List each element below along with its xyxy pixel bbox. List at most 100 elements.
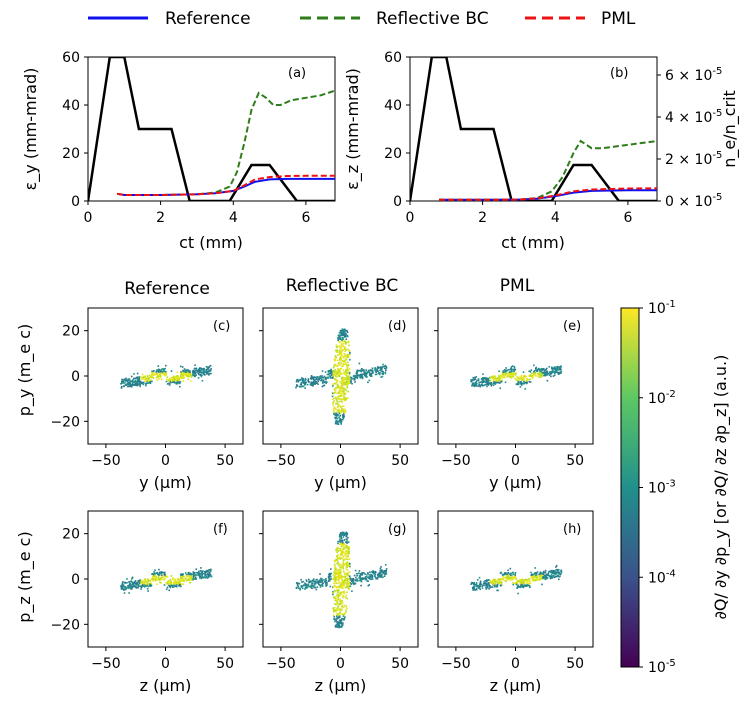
panel-a-yticks: 0 20 40 60 (62, 50, 88, 210)
panel-g-xlabel: z (μm) (315, 676, 367, 695)
panel-g-xtick: 0 (336, 656, 345, 672)
svg-text:10-3: 10-3 (648, 479, 676, 497)
svg-text:6: 6 (301, 210, 310, 226)
panel-h-tag: (h) (563, 522, 581, 537)
column-title-reference: Reference (124, 279, 210, 299)
panel-c-ytick: 0 (71, 369, 80, 385)
svg-text:10-5: 10-5 (648, 658, 676, 676)
panel-d-xtick: 0 (336, 453, 345, 469)
panel-b-pml-line (439, 187, 657, 201)
svg-text:60: 60 (62, 50, 80, 66)
colorbar-ticks: 10-1 10-2 10-3 10-4 10-5 (639, 299, 676, 676)
svg-text:2 × 10-5: 2 × 10-5 (665, 150, 722, 168)
svg-text:60: 60 (384, 50, 402, 66)
panel-f-tag: (f) (213, 522, 228, 537)
panel-e-tag: (e) (563, 319, 581, 334)
panel-c-distribution (120, 364, 212, 389)
svg-text:0 × 10-5: 0 × 10-5 (665, 192, 722, 210)
svg-text:0: 0 (393, 194, 402, 210)
colorbar-label: ∂Q/ ∂y ∂p_y [or ∂Q/ ∂z ∂p_z] (a.u.) (711, 355, 731, 620)
panel-f-xtick: −50 (91, 656, 121, 672)
column-title-reflective: Reflective BC (286, 276, 399, 296)
panel-f-xtick: 50 (216, 656, 234, 672)
panel-e: (e) −50 0 50 y (μm) (434, 307, 594, 492)
svg-text:40: 40 (62, 98, 80, 114)
svg-text:4: 4 (551, 210, 560, 226)
panel-a-tag: (a) (288, 66, 306, 81)
panel-f-ytick: 20 (62, 527, 80, 543)
panel-f-ytick: −20 (50, 617, 80, 633)
svg-text:20: 20 (62, 146, 80, 162)
panel-g-xtick: 50 (391, 656, 409, 672)
panel-e-xtick: −50 (441, 453, 471, 469)
legend-label-reflective: Reflective BC (376, 9, 489, 29)
panel-b-tag: (b) (610, 66, 628, 81)
panel-b-y2ticks: 0 × 10-5 2 × 10-5 4 × 10-5 6 × 10-5 (657, 66, 722, 210)
panel-b-reference-line (439, 189, 657, 201)
colorbar-gradient (620, 307, 640, 668)
svg-text:2: 2 (478, 210, 487, 226)
legend: Reference Reflective BC PML (88, 9, 636, 29)
svg-text:0: 0 (71, 194, 80, 210)
svg-text:6 × 10-5: 6 × 10-5 (665, 66, 722, 84)
panel-f-ytick: 0 (71, 572, 80, 588)
row-2-ylabel: p_z (m_e c) (15, 531, 35, 622)
row-1-ylabel: p_y (m_e c) (15, 324, 35, 417)
panel-e-frame (437, 307, 594, 445)
svg-text:10-4: 10-4 (648, 568, 676, 586)
panel-a-pml-line (116, 174, 335, 196)
panel-d-xtick: 50 (391, 453, 409, 469)
panel-d: (d) −50 0 50 y (μm) (259, 307, 419, 492)
panel-d-xlabel: y (μm) (314, 473, 367, 492)
panel-g-tag: (g) (388, 522, 406, 537)
panel-f: (f) −50 0 50 −20 0 20 z (μm) (50, 510, 244, 695)
panel-b: (b) 0 2 4 6 0 20 40 60 0 × 10-5 2 × 10-5… (343, 50, 740, 252)
panel-b-xlabel: ct (mm) (501, 233, 565, 252)
panel-d-xtick: −50 (266, 453, 296, 469)
panel-c-xtick: 50 (216, 453, 234, 469)
panel-c: (c) −50 0 50 −20 0 20 y (μm) (50, 307, 244, 492)
svg-text:0: 0 (84, 210, 93, 226)
svg-text:40: 40 (384, 98, 402, 114)
panel-g: (g) −50 0 50 z (μm) (259, 510, 419, 695)
svg-text:4 × 10-5: 4 × 10-5 (665, 108, 722, 126)
panel-h-xlabel: z (μm) (490, 676, 542, 695)
panel-f-distribution (120, 567, 213, 594)
svg-text:20: 20 (384, 146, 402, 162)
panel-a-ylabel: ε_y (mm-mrad) (21, 68, 41, 191)
panel-g-xtick: −50 (266, 656, 296, 672)
svg-text:0: 0 (406, 210, 415, 226)
panel-e-distribution (470, 364, 563, 390)
panel-h-distribution (470, 564, 563, 595)
panel-h-xtick: −50 (441, 656, 471, 672)
panel-b-density-line (410, 57, 657, 201)
panel-g-distribution (295, 531, 388, 629)
panel-b-yticks: 0 20 40 60 (384, 50, 410, 210)
panel-a-xlabel: ct (mm) (179, 233, 243, 252)
panel-h-xtick: 0 (511, 656, 520, 672)
svg-text:10-1: 10-1 (648, 299, 676, 317)
svg-text:2: 2 (156, 210, 165, 226)
panel-e-xlabel: y (μm) (489, 473, 542, 492)
svg-text:4: 4 (229, 210, 238, 226)
panel-b-xticks: 0 2 4 6 (406, 201, 632, 226)
panel-a: (a) 0 2 4 6 0 20 40 60 ct (mm) ε_y (mm-m… (21, 50, 336, 252)
panel-e-xtick: 0 (511, 453, 520, 469)
phase-space-panels: (c) −50 0 50 −20 0 20 y (μm) (d) −50 0 50 y (μm) (e) −… (50, 307, 594, 695)
panel-d-tag: (d) (388, 319, 406, 334)
panel-f-xlabel: z (μm) (140, 676, 192, 695)
panel-d-distribution (295, 328, 388, 425)
panel-c-ytick: −20 (50, 414, 80, 430)
svg-text:6: 6 (623, 210, 632, 226)
panel-h: (h) −50 0 50 z (μm) (434, 510, 594, 695)
panel-c-tag: (c) (213, 319, 230, 334)
panel-f-xtick: 0 (161, 656, 170, 672)
panel-c-xtick: −50 (91, 453, 121, 469)
panel-c-xtick: 0 (161, 453, 170, 469)
panel-b-ylabel: ε_z (mm-mrad) (343, 68, 363, 190)
panel-b-y2label: n_e/n_crit (720, 90, 740, 168)
legend-label-reference: Reference (165, 9, 251, 29)
panel-c-ytick: 20 (62, 324, 80, 340)
legend-label-pml: PML (601, 9, 636, 29)
